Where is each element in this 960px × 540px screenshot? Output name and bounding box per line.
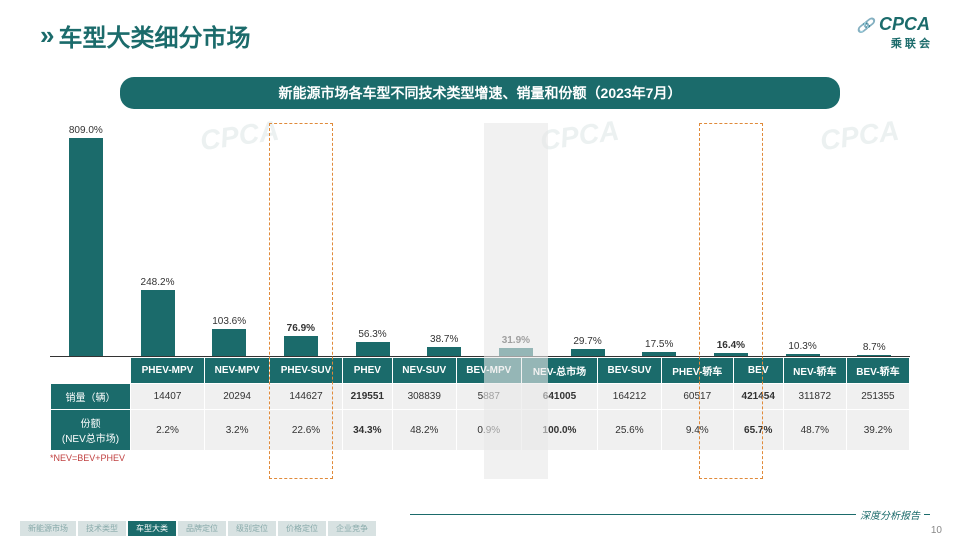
table-cell: 20294 — [204, 384, 269, 410]
bar — [212, 329, 246, 357]
col-header: PHEV-MPV — [131, 358, 205, 384]
col-header: BEV — [733, 358, 783, 384]
footer-tab[interactable]: 价格定位 — [278, 521, 326, 536]
table-cell: 3.2% — [204, 410, 269, 451]
footer-tab[interactable]: 企业竞争 — [328, 521, 376, 536]
bar-slot: 16.4% — [695, 127, 767, 357]
table-cell: 34.3% — [342, 410, 392, 451]
col-header: BEV-轿车 — [846, 358, 909, 384]
bar-slot: 248.2% — [122, 127, 194, 357]
bar-label: 103.6% — [193, 316, 265, 327]
bar-slot: 8.7% — [838, 127, 910, 357]
table-cell: 14407 — [131, 384, 205, 410]
bar-slot: 76.9% — [265, 127, 337, 357]
bar-label: 76.9% — [265, 323, 337, 334]
bar — [141, 290, 175, 357]
bar-label: 31.9% — [480, 335, 552, 346]
bar-label: 809.0% — [50, 125, 122, 136]
footer-tabs: 新能源市场技术类型车型大类品牌定位级别定位价格定位企业竞争 — [20, 521, 376, 536]
table-cell: 311872 — [783, 384, 846, 410]
table-cell: 164212 — [598, 384, 662, 410]
bar-slot: 38.7% — [408, 127, 480, 357]
table-cell: 48.2% — [392, 410, 456, 451]
bar-slot: 29.7% — [552, 127, 624, 357]
bar-slot: 17.5% — [623, 127, 695, 357]
bar-label: 10.3% — [767, 341, 839, 352]
bar-label: 29.7% — [552, 336, 624, 347]
table-cell: 39.2% — [846, 410, 909, 451]
table-cell: 60517 — [661, 384, 733, 410]
footer-tab[interactable]: 车型大类 — [128, 521, 176, 536]
footer-tab[interactable]: 品牌定位 — [178, 521, 226, 536]
bar-slot: 10.3% — [767, 127, 839, 357]
footnote: *NEV=BEV+PHEV — [50, 453, 910, 463]
footer-tab[interactable]: 技术类型 — [78, 521, 126, 536]
footer-tab[interactable]: 新能源市场 — [20, 521, 76, 536]
bar-slot: 31.9% — [480, 127, 552, 357]
col-header: BEV-SUV — [598, 358, 662, 384]
logo: 🔗 CPCA 乘 联 会 — [857, 14, 930, 51]
table-cell: 9.4% — [661, 410, 733, 451]
table-cell: 0.9% — [456, 410, 521, 451]
col-header: NEV-总市场 — [521, 358, 597, 384]
bar — [284, 336, 318, 357]
bar-chart: 809.0% 248.2% 103.6%76.9%56.3%38.7%31.9%29… — [50, 127, 910, 357]
table-cell: 2.2% — [131, 410, 205, 451]
row-header: 销量（辆） — [51, 384, 131, 410]
col-header: PHEV-轿车 — [661, 358, 733, 384]
col-header: NEV-SUV — [392, 358, 456, 384]
table-cell: 48.7% — [783, 410, 846, 451]
col-header: PHEV — [342, 358, 392, 384]
bar — [69, 138, 103, 357]
table-cell: 219551 — [342, 384, 392, 410]
table-cell: 5887 — [456, 384, 521, 410]
table-cell: 251355 — [846, 384, 909, 410]
bar-label: 248.2% — [122, 277, 194, 288]
page-title: 车型大类细分市场 — [58, 18, 250, 53]
bar-label: 38.7% — [408, 334, 480, 345]
table-cell: 25.6% — [598, 410, 662, 451]
row-header: 份额(NEV总市场) — [51, 410, 131, 451]
table-cell: 22.6% — [270, 410, 343, 451]
col-header: NEV-MPV — [204, 358, 269, 384]
bar-slot: 56.3% — [337, 127, 409, 357]
chevron-icon: » — [40, 20, 48, 51]
subtitle-bar: 新能源市场各车型不同技术类型增速、销量和份额（2023年7月） — [120, 77, 840, 109]
bar-label: 17.5% — [623, 339, 695, 350]
table-cell: 421454 — [733, 384, 783, 410]
bar — [356, 342, 390, 357]
table-cell: 641005 — [521, 384, 597, 410]
footer: 新能源市场技术类型车型大类品牌定位级别定位价格定位企业竞争 深度分析报告 10 — [0, 514, 960, 540]
page-number: 10 — [931, 525, 942, 536]
bar-label: 16.4% — [695, 340, 767, 351]
data-table: PHEV-MPVNEV-MPVPHEV-SUVPHEVNEV-SUVBEV-MP… — [50, 357, 910, 451]
bar-label: 56.3% — [337, 329, 409, 340]
footer-tab[interactable]: 级别定位 — [228, 521, 276, 536]
bar-label: 8.7% — [838, 342, 910, 353]
col-header: BEV-MPV — [456, 358, 521, 384]
table-cell: 100.0% — [521, 410, 597, 451]
table-cell: 65.7% — [733, 410, 783, 451]
bar-slot: 809.0% — [50, 127, 122, 357]
col-header: NEV-轿车 — [783, 358, 846, 384]
table-cell: 144627 — [270, 384, 343, 410]
col-header: PHEV-SUV — [270, 358, 343, 384]
table-cell: 308839 — [392, 384, 456, 410]
bar-slot: 103.6% — [193, 127, 265, 357]
